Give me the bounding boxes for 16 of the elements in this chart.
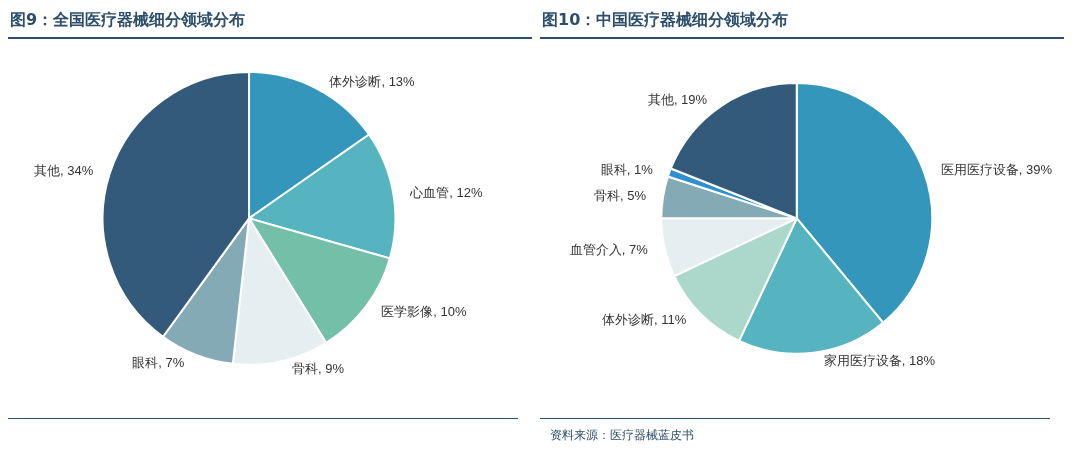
slice-label: 体外诊断, 11% xyxy=(602,312,687,328)
slice-label: 血管介入, 7% xyxy=(569,242,649,258)
slice-label: 其他, 34% xyxy=(33,163,94,179)
text: 资料来源：医疗器械蓝皮书 xyxy=(540,418,1050,444)
slice-label: 骨科, 5% xyxy=(594,188,647,204)
chart-title: 图9：全国医疗器械细分领域分布 xyxy=(8,0,532,39)
slice-label: 家用医疗设备, 18% xyxy=(823,353,936,369)
slice-label: 其他, 19% xyxy=(647,92,708,108)
slice-label: 眼科, 1% xyxy=(600,162,654,178)
slice-label: 眼科, 7% xyxy=(132,354,185,370)
slice-label: 医用医疗设备, 39% xyxy=(940,162,1053,178)
slice-label: 医学影像, 10% xyxy=(381,303,467,319)
slice-label: 心血管, 12% xyxy=(409,185,483,201)
chart-title: 图10：中国医疗器械细分领域分布 xyxy=(540,0,1064,39)
slice-label: 体外诊断, 13% xyxy=(329,73,416,89)
slice-label: 骨科, 9% xyxy=(292,361,345,377)
